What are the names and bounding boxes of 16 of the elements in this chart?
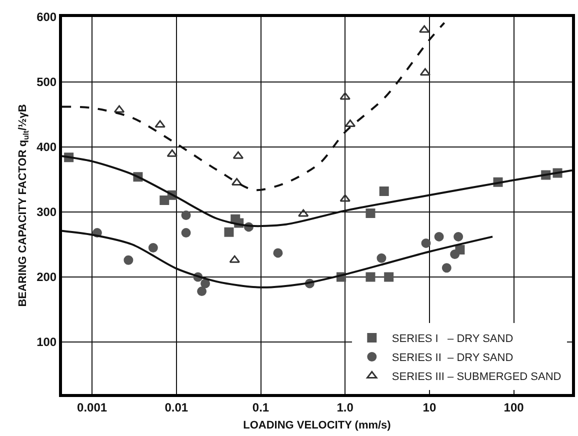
x-axis-title: LOADING VELOCITY (mm/s) xyxy=(243,420,392,432)
x-tick-label: 0.1 xyxy=(252,400,270,414)
x-tick-label: 10 xyxy=(422,400,436,414)
legend-label: SERIES I – DRY SAND xyxy=(392,333,514,346)
y-tick-label: 200 xyxy=(36,270,57,284)
y-tick-label: 300 xyxy=(36,205,57,220)
x-tick-label: 100 xyxy=(504,400,524,414)
y-tick-label: 500 xyxy=(36,75,57,90)
x-tick-label: 1.0 xyxy=(336,400,354,414)
legend-label: SERIES II – DRY SAND xyxy=(392,352,514,364)
x-tick-label: 0.01 xyxy=(164,400,188,414)
y-tick-label: 400 xyxy=(36,140,57,154)
legend-label: SERIES III – SUBMERGED SAND xyxy=(392,371,562,384)
y-tick-label: 100 xyxy=(36,335,57,350)
y-tick-label: 600 xyxy=(36,10,57,24)
x-tick-label: 0.001 xyxy=(77,400,108,414)
